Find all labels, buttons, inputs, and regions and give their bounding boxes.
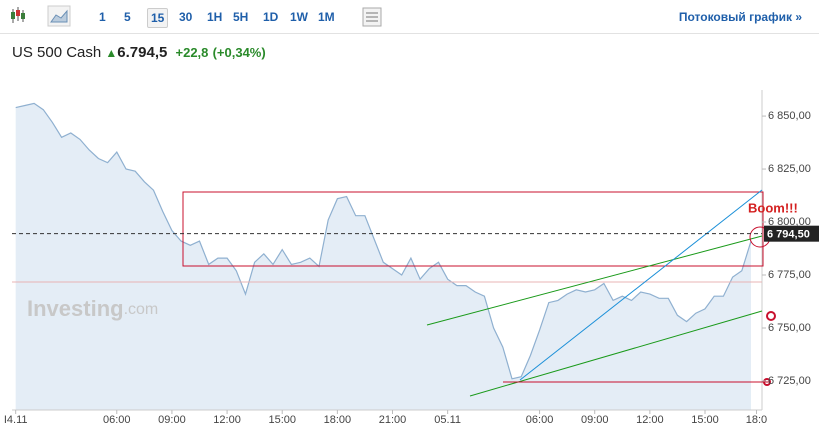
last-price-label: 6 794,50	[767, 229, 810, 241]
watermark-main: Investing	[27, 296, 124, 321]
x-tick-label: 18:00	[324, 414, 352, 426]
timeframe-button[interactable]: 30	[179, 10, 193, 24]
timeframe-button[interactable]: 15	[147, 8, 169, 28]
y-tick-label: 6 775,00	[768, 269, 811, 281]
circle-drawing	[766, 311, 776, 321]
x-tick-label: 12:00	[636, 414, 664, 426]
x-tick-label: 15:00	[268, 414, 296, 426]
instrument: US 500 Cash	[12, 44, 102, 61]
box-drawing	[182, 191, 764, 267]
annotation: Boom!!!	[748, 200, 798, 215]
circle-drawing	[763, 378, 771, 386]
x-tick-label: 05.11	[434, 414, 461, 426]
x-tick-label: 06:00	[526, 414, 554, 426]
y-tick-label: 6 800,00	[768, 216, 811, 228]
area-fill	[15, 103, 752, 411]
trend-line	[426, 235, 763, 326]
watermark-suffix: .com	[124, 301, 159, 318]
timeframe-button[interactable]: 1H	[207, 10, 223, 24]
last-price-box	[764, 225, 819, 242]
x-tick-label: 09:00	[158, 414, 186, 426]
x-tick-label: 12:00	[213, 414, 241, 426]
timeframe-button[interactable]: 1M	[318, 10, 335, 24]
y-tick-label: 6 725,00	[768, 375, 811, 387]
quote-header: US 500 Cash ▲6.794,5 +22,8 (+0,34%)	[12, 44, 266, 61]
stream-link[interactable]: Потоковый график »	[678, 10, 802, 24]
timeframe-button[interactable]: 5	[124, 10, 131, 24]
y-tick-label: 6 850,00	[768, 110, 811, 122]
x-tick-label: I4.11	[4, 414, 28, 426]
watermark: Investing.com	[27, 296, 158, 321]
y-tick-label: 6 750,00	[768, 322, 811, 334]
up-arrow: ▲	[105, 46, 118, 60]
x-tick-label: 18:0	[746, 414, 767, 426]
x-tick-label: 21:00	[379, 414, 407, 426]
toolbar: Потоковый график » 1 5 15 30 1H 5H 1D 1W 1M	[0, 0, 819, 34]
timeframe-button[interactable]: 1D	[263, 10, 279, 24]
x-tick-label: 06:00	[103, 414, 131, 426]
x-tick-label: 15:00	[691, 414, 719, 426]
x-tick-label: 09:00	[581, 414, 609, 426]
y-tick-label: 6 825,00	[768, 163, 811, 175]
price: 6.794,5	[117, 44, 168, 61]
settings-icon[interactable]	[362, 7, 382, 27]
user-drawings	[182, 189, 776, 397]
timeframe-button[interactable]: 5H	[233, 10, 249, 24]
price-line	[15, 102, 752, 380]
timeframe-button[interactable]: 1W	[290, 10, 308, 24]
change-pct: (+0,34%)	[212, 45, 266, 60]
trend-line	[519, 189, 763, 381]
chart-type-icons	[11, 5, 71, 27]
timeframe-button[interactable]: 1	[99, 10, 106, 24]
change: +22,8	[175, 45, 209, 60]
